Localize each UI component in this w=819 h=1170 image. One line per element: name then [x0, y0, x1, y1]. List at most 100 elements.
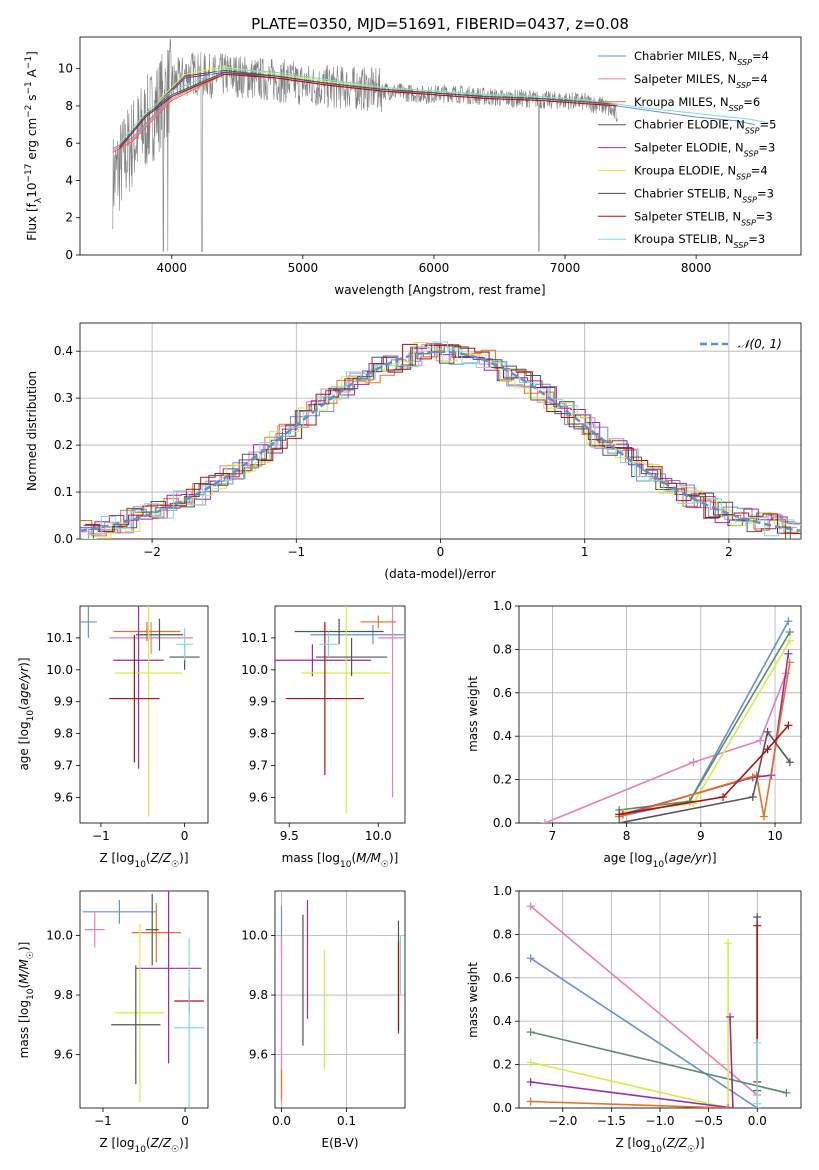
- y-axis-label: mass weight: [466, 676, 480, 752]
- y-axis-label-part: −1: [24, 56, 34, 69]
- x-axis-label-part: )]: [179, 851, 188, 865]
- axes-age_vs_Z: −1 09.69.79.89.910.010.1Z [log10(Z/Z☉)]ag…: [17, 605, 209, 870]
- legend-entry: Salpeter MILES, NSSP=4: [634, 72, 768, 90]
- x-axis-label-part: M/M: [356, 851, 381, 865]
- x-tick-label: 9: [697, 829, 705, 843]
- y-axis-label: Normed distribution: [25, 371, 39, 491]
- x-tick-label: 5000: [288, 261, 319, 275]
- y-tick-label: 0.4: [54, 344, 73, 358]
- x-axis-label: Z [log10(Z/Z☉)]: [615, 1136, 704, 1155]
- weight-line: [618, 662, 791, 818]
- y-tick-label: 1.0: [493, 884, 512, 898]
- x-axis-label-part: Z [log: [99, 851, 134, 865]
- legend-entry: Salpeter ELODIE, NSSP=3: [634, 141, 775, 159]
- x-tick-label: 0: [181, 829, 189, 843]
- legend-entry-part: Salpeter MILES, N: [634, 72, 736, 86]
- x-tick-label: 0.0: [272, 1114, 291, 1128]
- y-tick-label: 9.9: [54, 695, 73, 709]
- y-tick-label: 1.0: [493, 599, 512, 613]
- y-axis-label-part: λ: [34, 197, 44, 203]
- legend-entry-part: Kroupa MILES, N: [634, 95, 729, 109]
- axes-frame: [274, 605, 406, 824]
- y-tick-label: 0.0: [493, 816, 512, 830]
- y-axis-label-part: Flux [f: [25, 202, 39, 240]
- x-axis-label-part: ☉: [687, 1145, 695, 1155]
- x-axis-label-part: Z/Z: [150, 851, 172, 865]
- x-tick-label: 0: [437, 545, 445, 559]
- x-axis-label-part: Z/Z: [666, 1136, 688, 1150]
- y-axis-label-part: −17: [24, 164, 34, 183]
- x-tick-label: −1: [287, 545, 305, 559]
- gaussian-curve: [80, 350, 801, 532]
- x-tick-label: −1: [92, 829, 110, 843]
- y-tick-label: 9.6: [249, 790, 268, 804]
- y-axis-label-part: mass weight: [466, 676, 480, 752]
- y-tick-label: 9.8: [54, 727, 73, 741]
- x-tick-label: −1.5: [597, 1114, 626, 1128]
- x-tick-label: 10: [767, 829, 782, 843]
- legend-entry: Chabrier ELODIE, NSSP=5: [634, 118, 776, 136]
- x-axis-label-part: (: [664, 851, 669, 865]
- mass_weight_vs_age-plot: [540, 617, 794, 823]
- y-axis-label-part: 10: [26, 988, 36, 1000]
- y-tick-label: 10: [58, 62, 73, 76]
- x-axis-label-part: 10: [340, 860, 352, 870]
- y-tick-label: 6: [65, 136, 73, 150]
- legend-entry-part: Salpeter STELIB, N: [634, 209, 741, 223]
- x-axis-label-part: Z [log: [615, 1136, 650, 1150]
- legend-entry-part: SSP: [744, 149, 759, 158]
- y-tick-label: 10.1: [46, 631, 73, 645]
- legend-entry: Kroupa ELODIE, NSSP=4: [634, 164, 768, 182]
- histogram-step: [80, 344, 800, 539]
- y-tick-label: 0.8: [493, 927, 512, 941]
- x-tick-label: −2.0: [548, 1114, 577, 1128]
- x-tick-label: 2: [725, 545, 733, 559]
- x-axis-label: Z [log10(Z/Z☉)]: [99, 851, 188, 870]
- y-axis-label-part: mass weight: [466, 962, 480, 1038]
- legend-entry-part: SSP: [736, 80, 751, 89]
- y-axis-label: mass [log10(M/M☉)]: [17, 942, 36, 1059]
- histogram-step: [80, 343, 801, 529]
- x-axis-label-part: )]: [179, 1136, 188, 1150]
- y-axis-label-part: age/yr: [17, 666, 31, 705]
- x-tick-label: 1: [581, 545, 589, 559]
- y-tick-label: 9.9: [249, 695, 268, 709]
- legend-entry-part: Chabrier ELODIE, N: [634, 118, 745, 132]
- y-tick-label: 0: [65, 248, 73, 262]
- y-axis-label-part: (: [17, 984, 31, 989]
- y-axis-label: mass weight: [466, 962, 480, 1038]
- x-tick-label: −2: [143, 545, 161, 559]
- x-axis-label-part: (: [662, 1136, 667, 1150]
- x-axis-label-part: E(B-V): [321, 1136, 358, 1150]
- y-tick-label: 10.1: [241, 631, 268, 645]
- x-tick-label: 8000: [681, 261, 712, 275]
- x-tick-label: −1: [94, 1114, 112, 1128]
- y-axis-label-part: ☉: [26, 951, 36, 959]
- axes-residuals: −2 −1 0 1 2 0.0 0.1 0.2 0.3 0.4 𝒩(0, 1) (data-model…: [25, 322, 802, 581]
- x-axis-label: (data-model)/error: [384, 567, 495, 581]
- y-tick-label: 0.3: [54, 391, 73, 405]
- x-axis-label-part: 10: [134, 860, 146, 870]
- age_vs_mass-plot: [275, 606, 405, 814]
- legend-entry-part: Chabrier STELIB, N: [634, 186, 742, 200]
- axes-frame: [79, 890, 209, 1109]
- y-tick-label: 9.6: [54, 790, 73, 804]
- x-axis-label-part: mass [log: [282, 851, 340, 865]
- x-tick-label: 7000: [550, 261, 581, 275]
- y-tick-label: 8: [65, 99, 73, 113]
- y-tick-label: 10.0: [46, 663, 73, 677]
- y-axis-label: Flux [fλ10−17 erg cm−2 s−1 A−1]: [24, 51, 44, 241]
- legend-entry-part: SSP: [741, 218, 756, 227]
- x-axis-label: age [log10(age/yr)]: [603, 851, 716, 870]
- legend-entry: Chabrier MILES, NSSP=4: [634, 49, 769, 67]
- legend-entry-part: Chabrier MILES, N: [634, 49, 737, 63]
- y-tick-label: 10.0: [46, 929, 73, 943]
- legend-entry-part: Kroupa ELODIE, N: [634, 164, 736, 178]
- axes-frame: [274, 890, 406, 1109]
- y-tick-label: 0.0: [493, 1101, 512, 1115]
- legend-entry-part: SSP: [734, 241, 749, 250]
- x-tick-label: 0.0: [748, 1114, 767, 1128]
- y-axis-label-part: −1: [24, 81, 34, 94]
- x-axis-label-part: Z/Z: [150, 1136, 172, 1150]
